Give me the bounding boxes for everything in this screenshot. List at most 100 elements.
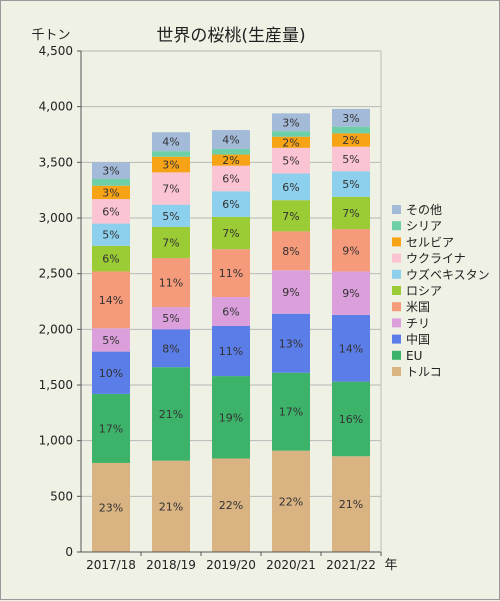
bars [92,108,370,552]
segment-label: 16% [339,413,363,426]
segment-label: 6% [102,205,119,218]
bar-segment [332,229,370,272]
y-tick-label: 500 [50,489,73,503]
segment-label: 7% [342,207,359,220]
segment-label: 9% [342,287,359,300]
bar-segment [272,173,310,201]
segment-label: 14% [99,294,123,307]
segment-label: 13% [279,337,303,350]
bar-segment [212,325,250,377]
x-tick-label: 2020/21 [266,558,316,572]
bar-segment [152,258,190,308]
segment-label: 21% [339,498,363,511]
bar-segment [272,372,310,451]
segment-label: 9% [342,244,359,257]
segment-label: 5% [162,312,179,325]
segment-label: 5% [342,153,359,166]
segment-label: 2% [342,134,359,147]
bar-segment [272,131,310,137]
bar-segment [212,458,250,552]
legend-label: トルコ [406,365,442,379]
bar-segment [272,270,310,314]
segment-label: 3% [102,165,119,178]
bar-segment [92,162,130,180]
segment-label: 4% [222,134,239,147]
bar-segment [272,450,310,552]
bar-segment [212,191,250,217]
segment-label: 7% [162,182,179,195]
legend-label: セルビア [406,235,454,249]
bar-segment [152,460,190,552]
segment-label: 6% [282,181,299,194]
y-tick-label: 1,000 [39,434,73,448]
segment-label: 22% [279,495,303,508]
segment-label: 19% [219,411,243,424]
segment-label: 7% [222,227,239,240]
bar-segment [152,172,190,205]
segment-label: 3% [282,116,299,129]
legend-label: その他 [406,203,442,217]
segment-label: 5% [102,334,119,347]
segment-label: 11% [159,277,183,290]
bar-segment [332,133,370,147]
bar-segment [212,130,250,149]
segment-label: 8% [162,342,179,355]
bar-segment [92,393,130,463]
segment-label: 22% [219,499,243,512]
segment-label: 6% [222,306,239,319]
bar-segment [92,199,130,224]
legend-swatch [392,253,401,263]
legend-label: ロシア [406,284,442,298]
x-tick-label: 2018/19 [146,558,196,572]
bar-segment [92,328,130,352]
segment-label: 21% [159,408,183,421]
bar-segment [272,231,310,271]
segment-label: 8% [282,245,299,258]
y-tick-label: 3,500 [39,155,73,169]
legend-swatch [392,286,401,295]
segment-label: 3% [162,159,179,172]
y-axis-unit: 千トン [31,28,70,43]
bar-segment [272,113,310,132]
bar-segment [152,132,190,152]
bar-segment [332,171,370,197]
bar-segment [332,126,370,134]
legend-swatch [392,350,401,360]
legend-label: ウズベキスタン [406,267,490,282]
y-tick-label: 1,500 [39,378,73,392]
legend-swatch [392,237,401,247]
segment-label: 17% [99,422,123,435]
axes [80,51,382,553]
y-tick-label: 3,000 [39,211,73,225]
segment-label: 6% [222,198,239,211]
bar-segment [212,154,250,166]
segment-label: 3% [342,112,359,125]
segment-label: 10% [99,367,123,380]
bar-segment [332,314,370,382]
segment-label: 2% [222,154,239,167]
segment-label: 5% [342,178,359,191]
segment-label: 11% [219,345,243,358]
legend-swatch [392,205,401,214]
bar-segment [92,245,130,272]
chart-title: 世界の桜桃(生産量) [156,26,305,46]
bar-segment [152,307,190,330]
legend-swatch [392,221,401,231]
bar-segment [92,179,130,186]
bar-segment [212,376,250,459]
bar-segment [92,462,130,552]
bar-segment [92,185,130,200]
bar-segment [152,226,190,259]
x-tick-label: 2017/18 [86,558,136,572]
bar-segment [272,136,310,148]
bar-segment [272,147,310,174]
bar-segment [92,271,130,329]
y-tick-label: 4,000 [39,100,73,114]
segment-label: 3% [102,186,119,199]
bar-segment [332,146,370,172]
segment-label: 5% [162,210,179,223]
x-tick-label: 2021/22 [326,558,376,572]
y-tick-label: 2,500 [39,267,73,281]
y-ticks: 0 500 1,000 1,500 2,000 2,500 3,000 3,500 4,000 4… [39,44,81,559]
